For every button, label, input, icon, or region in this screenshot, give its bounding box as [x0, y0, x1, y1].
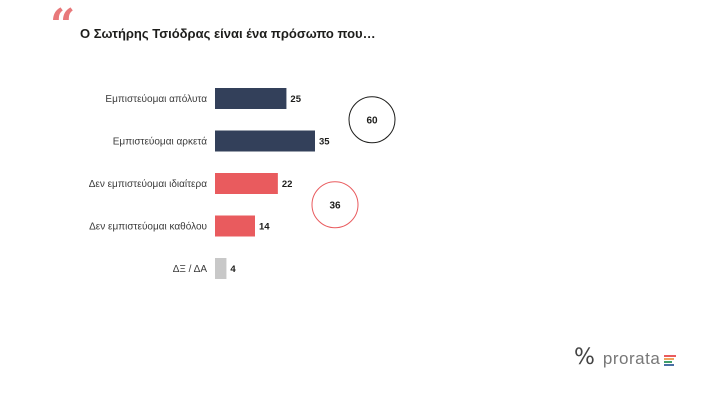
flag-stripe: [664, 354, 677, 357]
percent-logo-icon: %: [574, 345, 595, 370]
bar-value-label: 4: [230, 264, 236, 275]
category-label: Εμπιστεύομαι απόλυτα: [105, 93, 207, 105]
bar: [215, 130, 315, 152]
bar-value-label: 14: [259, 222, 270, 233]
bar: [215, 173, 278, 194]
bar: [215, 215, 255, 237]
group-total-label: 60: [366, 115, 378, 126]
prorata-logo: % prorata: [574, 345, 677, 370]
bar-value-label: 25: [290, 94, 301, 105]
category-label: Δεν εμπιστεύομαι καθόλου: [89, 221, 207, 233]
flag-stripe: [664, 363, 675, 366]
group-total-label: 36: [329, 200, 341, 211]
flag-stripe: [664, 360, 673, 363]
flag-icon: [664, 354, 677, 366]
bar-value-label: 22: [282, 179, 293, 190]
flag-stripe: [664, 357, 675, 360]
group-total-circle: [348, 96, 396, 144]
category-label: Εμπιστεύομαι αρκετά: [113, 136, 207, 148]
group-total-circle: [311, 181, 359, 229]
category-label: Δεν εμπιστεύομαι ιδιαίτερα: [89, 178, 208, 190]
chart-title: Ο Σωτήρης Τσιόδρας είναι ένα πρόσωπο που…: [80, 26, 376, 41]
bar-value-label: 35: [319, 137, 330, 148]
quote-mark-icon: “: [50, 0, 76, 51]
logo-wordmark: prorata: [602, 348, 661, 368]
category-label: ΔΞ / ΔΑ: [173, 264, 208, 275]
bar: [215, 258, 227, 279]
bar: [215, 88, 287, 109]
